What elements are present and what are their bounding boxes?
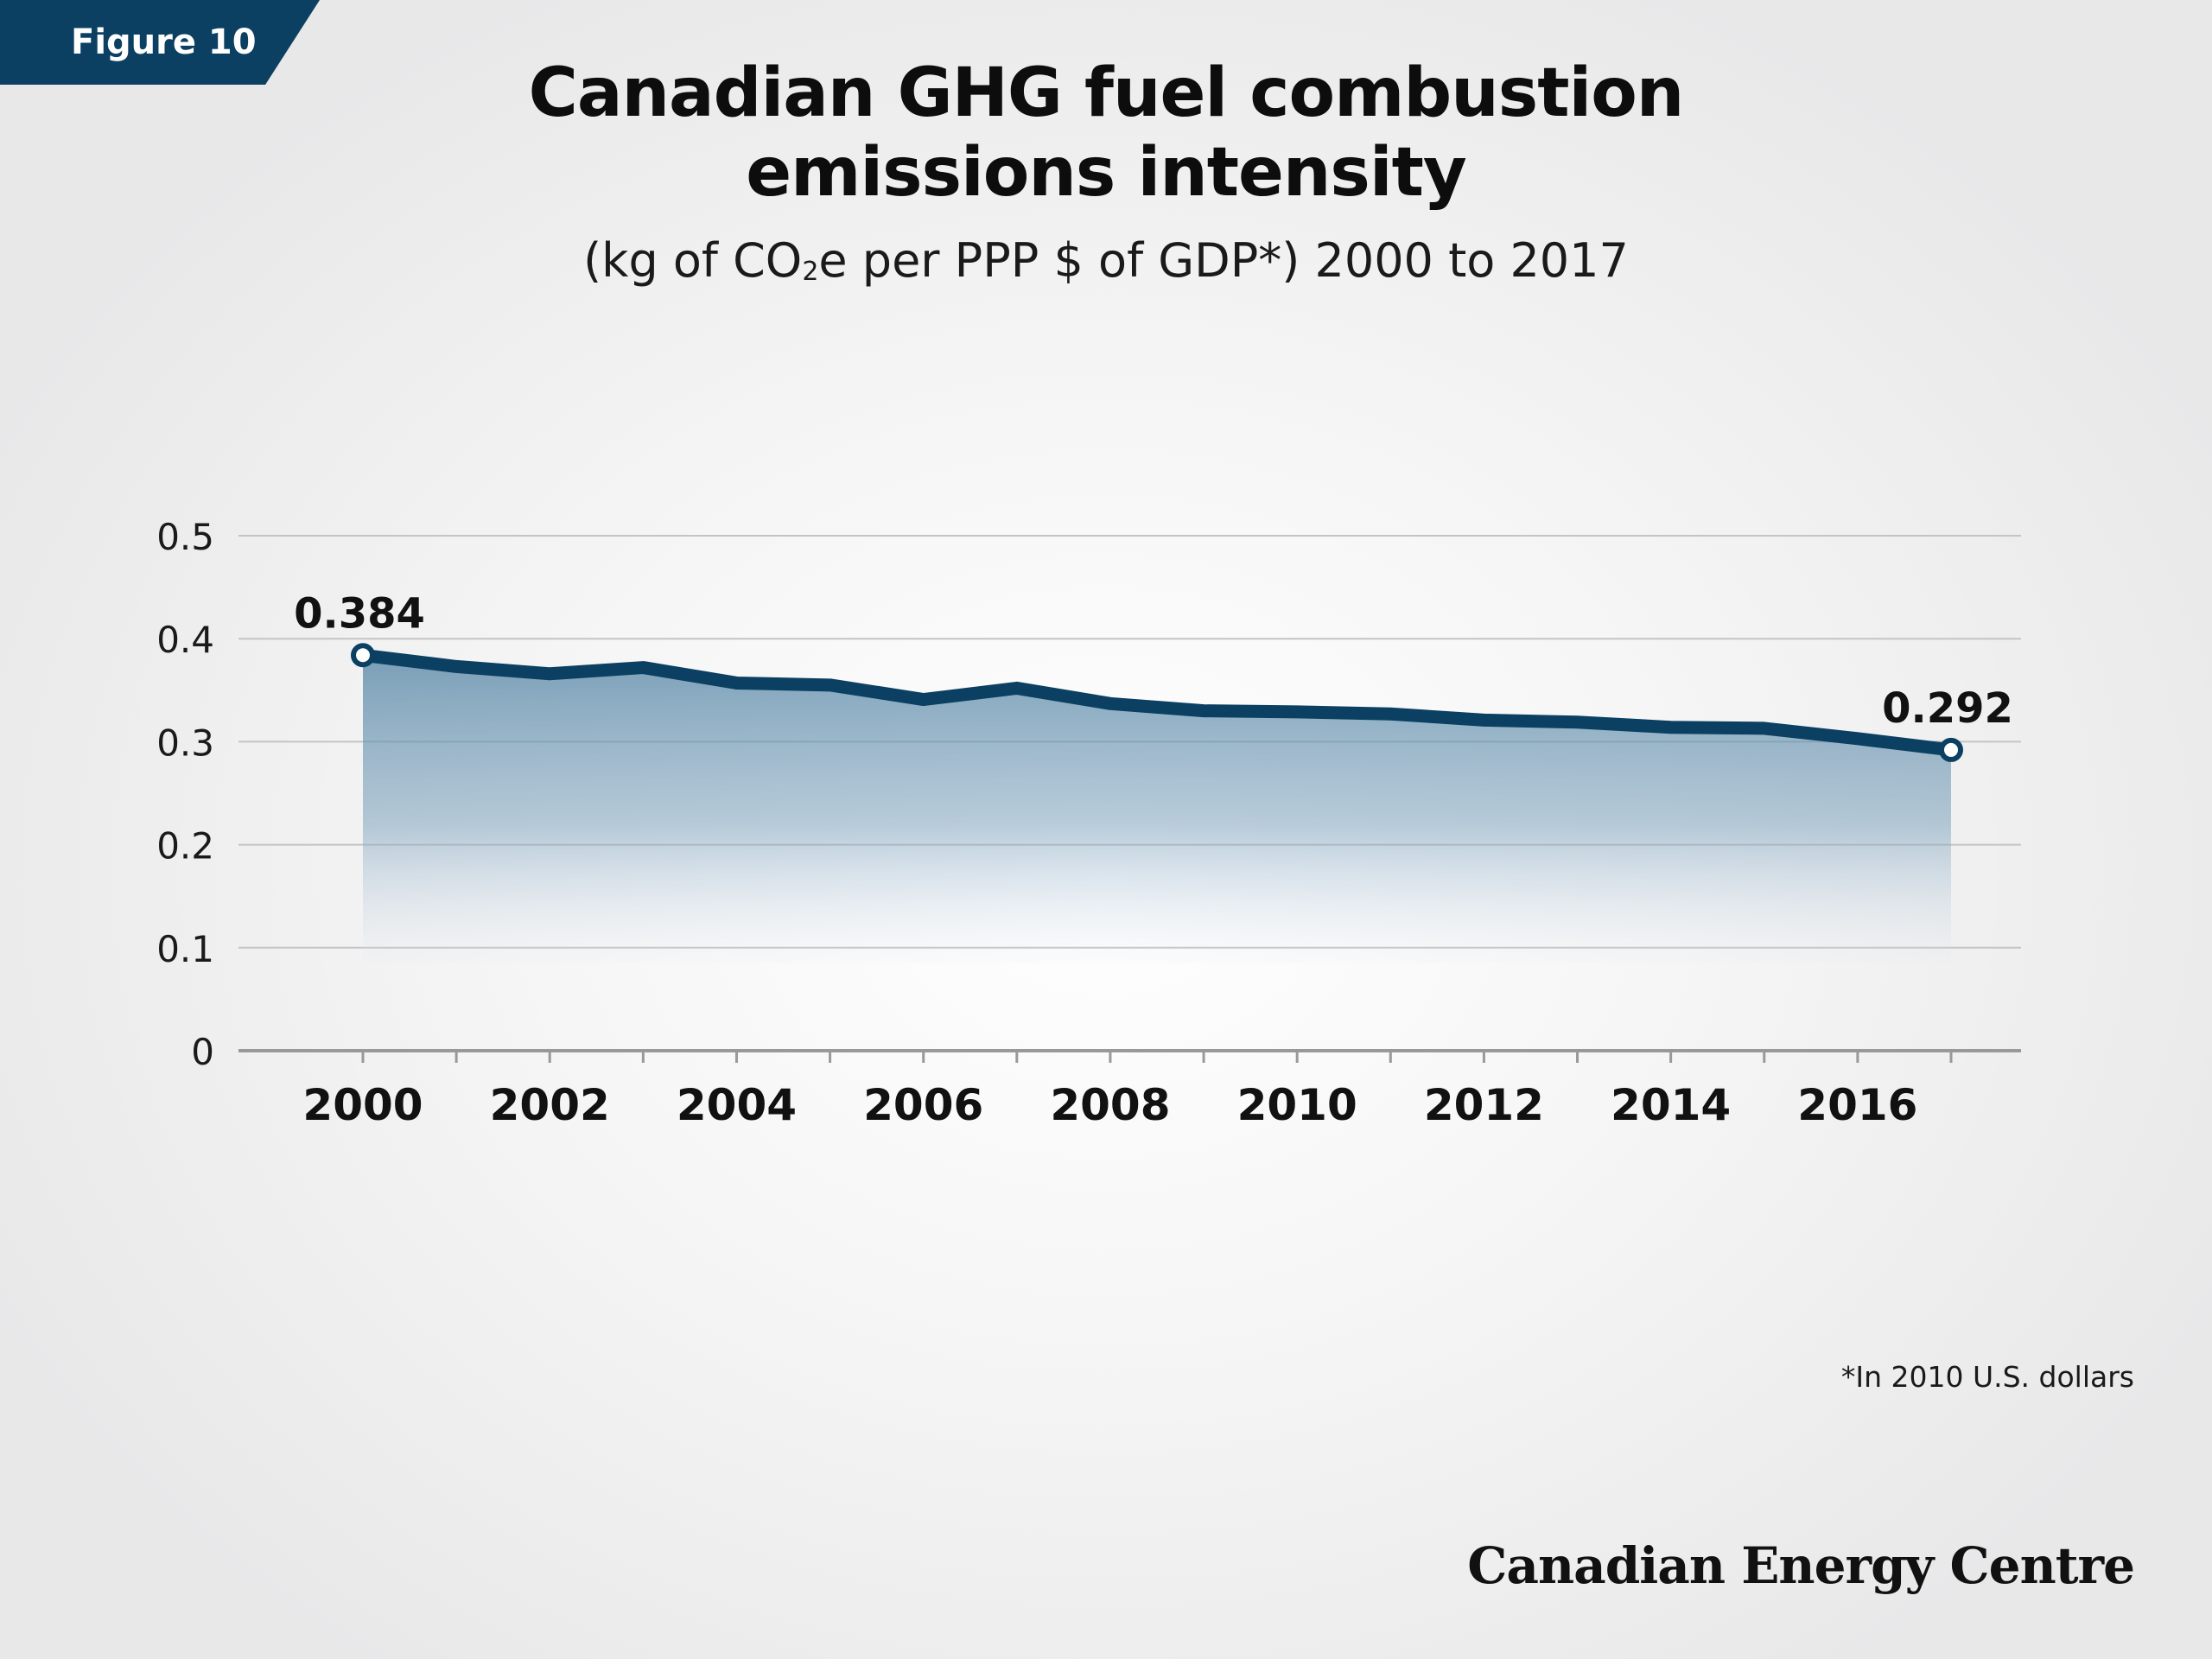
series-area	[363, 655, 1951, 963]
x-tick-label: 2000	[302, 1080, 423, 1130]
data-point-2004	[735, 682, 737, 683]
subtitle-suffix: e per PPP $ of GDP*) 2000 to 2017	[818, 233, 1629, 288]
y-tick-label: 0.5	[156, 516, 214, 558]
line-layer	[356, 648, 1958, 757]
x-tick-label: 2010	[1237, 1080, 1357, 1130]
x-tick-label: 2016	[1797, 1080, 1917, 1130]
chart-title-line-2: emissions intensity	[746, 134, 1466, 212]
subtitle-subscript: 2	[802, 257, 819, 287]
y-tick-label: 0.2	[156, 825, 214, 868]
data-point-2016	[1857, 738, 1859, 740]
y-tick-label: 0.3	[156, 721, 214, 764]
x-tick-label: 2012	[1424, 1080, 1544, 1130]
data-point-2005	[830, 684, 831, 686]
figure-badge-label: Figure 10	[71, 22, 257, 62]
data-point-2013	[1577, 721, 1579, 723]
data-point-2000	[351, 643, 375, 668]
data-label-2017: 0.292	[1882, 684, 2013, 733]
subtitle-prefix: (kg of CO	[583, 233, 803, 288]
data-point-2017	[1939, 737, 1963, 762]
chart-title: Canadian GHG fuel combustion emissions i…	[0, 54, 2212, 213]
brand-logo-text: Canadian Energy Centre	[1467, 1536, 2135, 1595]
data-point-2007	[1016, 687, 1018, 689]
data-point-2010	[1296, 711, 1298, 713]
figure-badge: Figure 10	[0, 0, 320, 85]
data-point-2002	[549, 673, 550, 675]
data-point-2015	[1764, 728, 1765, 729]
x-tick-label: 2006	[863, 1080, 983, 1130]
x-tick-label: 2014	[1611, 1080, 1731, 1130]
data-point-2014	[1670, 727, 1672, 728]
y-tick-label: 0.4	[156, 619, 214, 661]
data-point-2001	[455, 665, 457, 667]
data-point-2009	[1203, 710, 1205, 712]
data-point-2008	[1109, 702, 1111, 704]
y-tick-label: 0	[191, 1031, 214, 1073]
x-tick-label: 2002	[490, 1080, 610, 1130]
data-point-2012	[1483, 719, 1484, 721]
data-point-2003	[642, 667, 644, 669]
x-tick-label: 2004	[677, 1080, 797, 1130]
chart-title-line-1: Canadian GHG fuel combustion	[528, 54, 1685, 132]
x-tick-label: 2008	[1050, 1080, 1170, 1130]
chart-subtitle: (kg of CO2e per PPP $ of GDP*) 2000 to 2…	[0, 233, 2212, 288]
data-label-2000: 0.384	[294, 589, 425, 638]
footnote: *In 2010 U.S. dollars	[1840, 1360, 2134, 1394]
series-line	[356, 648, 1958, 757]
data-point-2006	[923, 699, 925, 701]
axis-layer: 0 0.1 0.2 0.3 0.4 0.5 2000 2002 2004 2006 2008 2010…	[156, 516, 2021, 1130]
data-point-2011	[1389, 713, 1391, 715]
area-layer	[363, 655, 1951, 963]
label-layer: 0.384 0.292	[294, 589, 2013, 762]
y-tick-label: 0.1	[156, 928, 214, 970]
